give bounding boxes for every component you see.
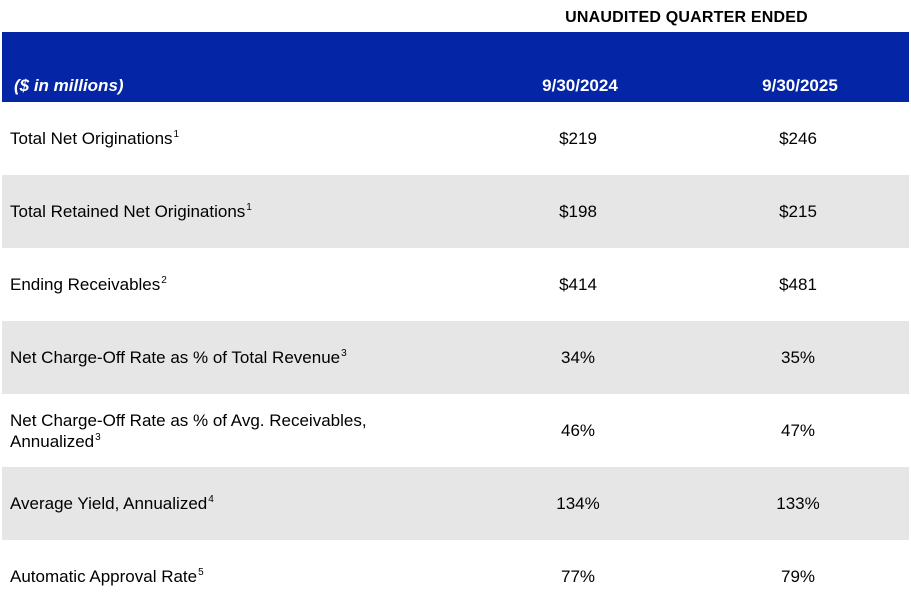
value-2025: 133%: [776, 493, 820, 513]
value-2025: $215: [779, 201, 817, 221]
table-row: Total Retained Net Originations1 $198 $2…: [2, 175, 909, 248]
value-2024: 34%: [560, 347, 596, 367]
row-label: Total Net Originations1: [10, 102, 430, 175]
row-label: Net Charge-Off Rate as % of Total Revenu…: [10, 321, 430, 394]
row-label: Total Retained Net Originations1: [10, 175, 430, 248]
row-label: Net Charge-Off Rate as % of Avg. Receiva…: [10, 394, 430, 467]
value-2024: $198: [559, 201, 597, 221]
super-header-text: UNAUDITED QUARTER ENDED: [565, 9, 808, 26]
value-2024: 134%: [556, 493, 600, 513]
row-label: Average Yield, Annualized4: [10, 467, 430, 540]
column-header-2024: 9/30/2024: [542, 76, 618, 95]
value-2025: $481: [779, 274, 817, 294]
row-label: Automatic Approval Rate5: [10, 540, 430, 593]
row-label-text: Average Yield, Annualized: [10, 494, 208, 513]
value-2024: 46%: [560, 420, 596, 440]
row-label-text: Net Charge-Off Rate as % of Avg. Receiva…: [10, 410, 367, 451]
row-label-text: Net Charge-Off Rate as % of Total Revenu…: [10, 348, 341, 367]
table-row: Net Charge-Off Rate as % of Avg. Receiva…: [2, 394, 909, 467]
column-header-2025: 9/30/2025: [762, 76, 838, 95]
value-2025: 35%: [780, 347, 816, 367]
value-2025: 47%: [780, 420, 816, 440]
row-label-text: Ending Receivables: [10, 275, 161, 294]
table-row: Total Net Originations1 $219 $246: [2, 102, 909, 175]
row-label: Ending Receivables2: [10, 248, 430, 321]
footnote-marker: 2: [161, 275, 167, 287]
value-2025: 79%: [780, 566, 816, 586]
units-label: ($ in millions): [14, 76, 124, 95]
footnote-marker: 1: [246, 202, 252, 214]
table-header: ($ in millions) 9/30/2024 9/30/2025: [2, 32, 909, 102]
value-2024: $414: [559, 274, 597, 294]
value-2024: $219: [559, 128, 597, 148]
footnote-marker: 4: [208, 494, 214, 506]
footnote-marker: 3: [341, 348, 347, 360]
table-body: Total Net Originations1 $219 $246 Total …: [2, 102, 909, 593]
footnote-marker: 3: [95, 431, 101, 443]
super-header: UNAUDITED QUARTER ENDED: [0, 0, 911, 32]
table-row: Average Yield, Annualized4 134% 133%: [2, 467, 909, 540]
value-2025: $246: [779, 128, 817, 148]
footnote-marker: 5: [198, 567, 204, 579]
table-row: Ending Receivables2 $414 $481: [2, 248, 909, 321]
row-label-text: Automatic Approval Rate: [10, 567, 198, 586]
row-label-text: Total Retained Net Originations: [10, 202, 246, 221]
table-row: Automatic Approval Rate5 77% 79%: [2, 540, 909, 593]
value-2024: 77%: [560, 566, 596, 586]
footnote-marker: 1: [173, 129, 180, 141]
table-row: Net Charge-Off Rate as % of Total Revenu…: [2, 321, 909, 394]
row-label-text: Total Net Originations: [10, 129, 173, 148]
